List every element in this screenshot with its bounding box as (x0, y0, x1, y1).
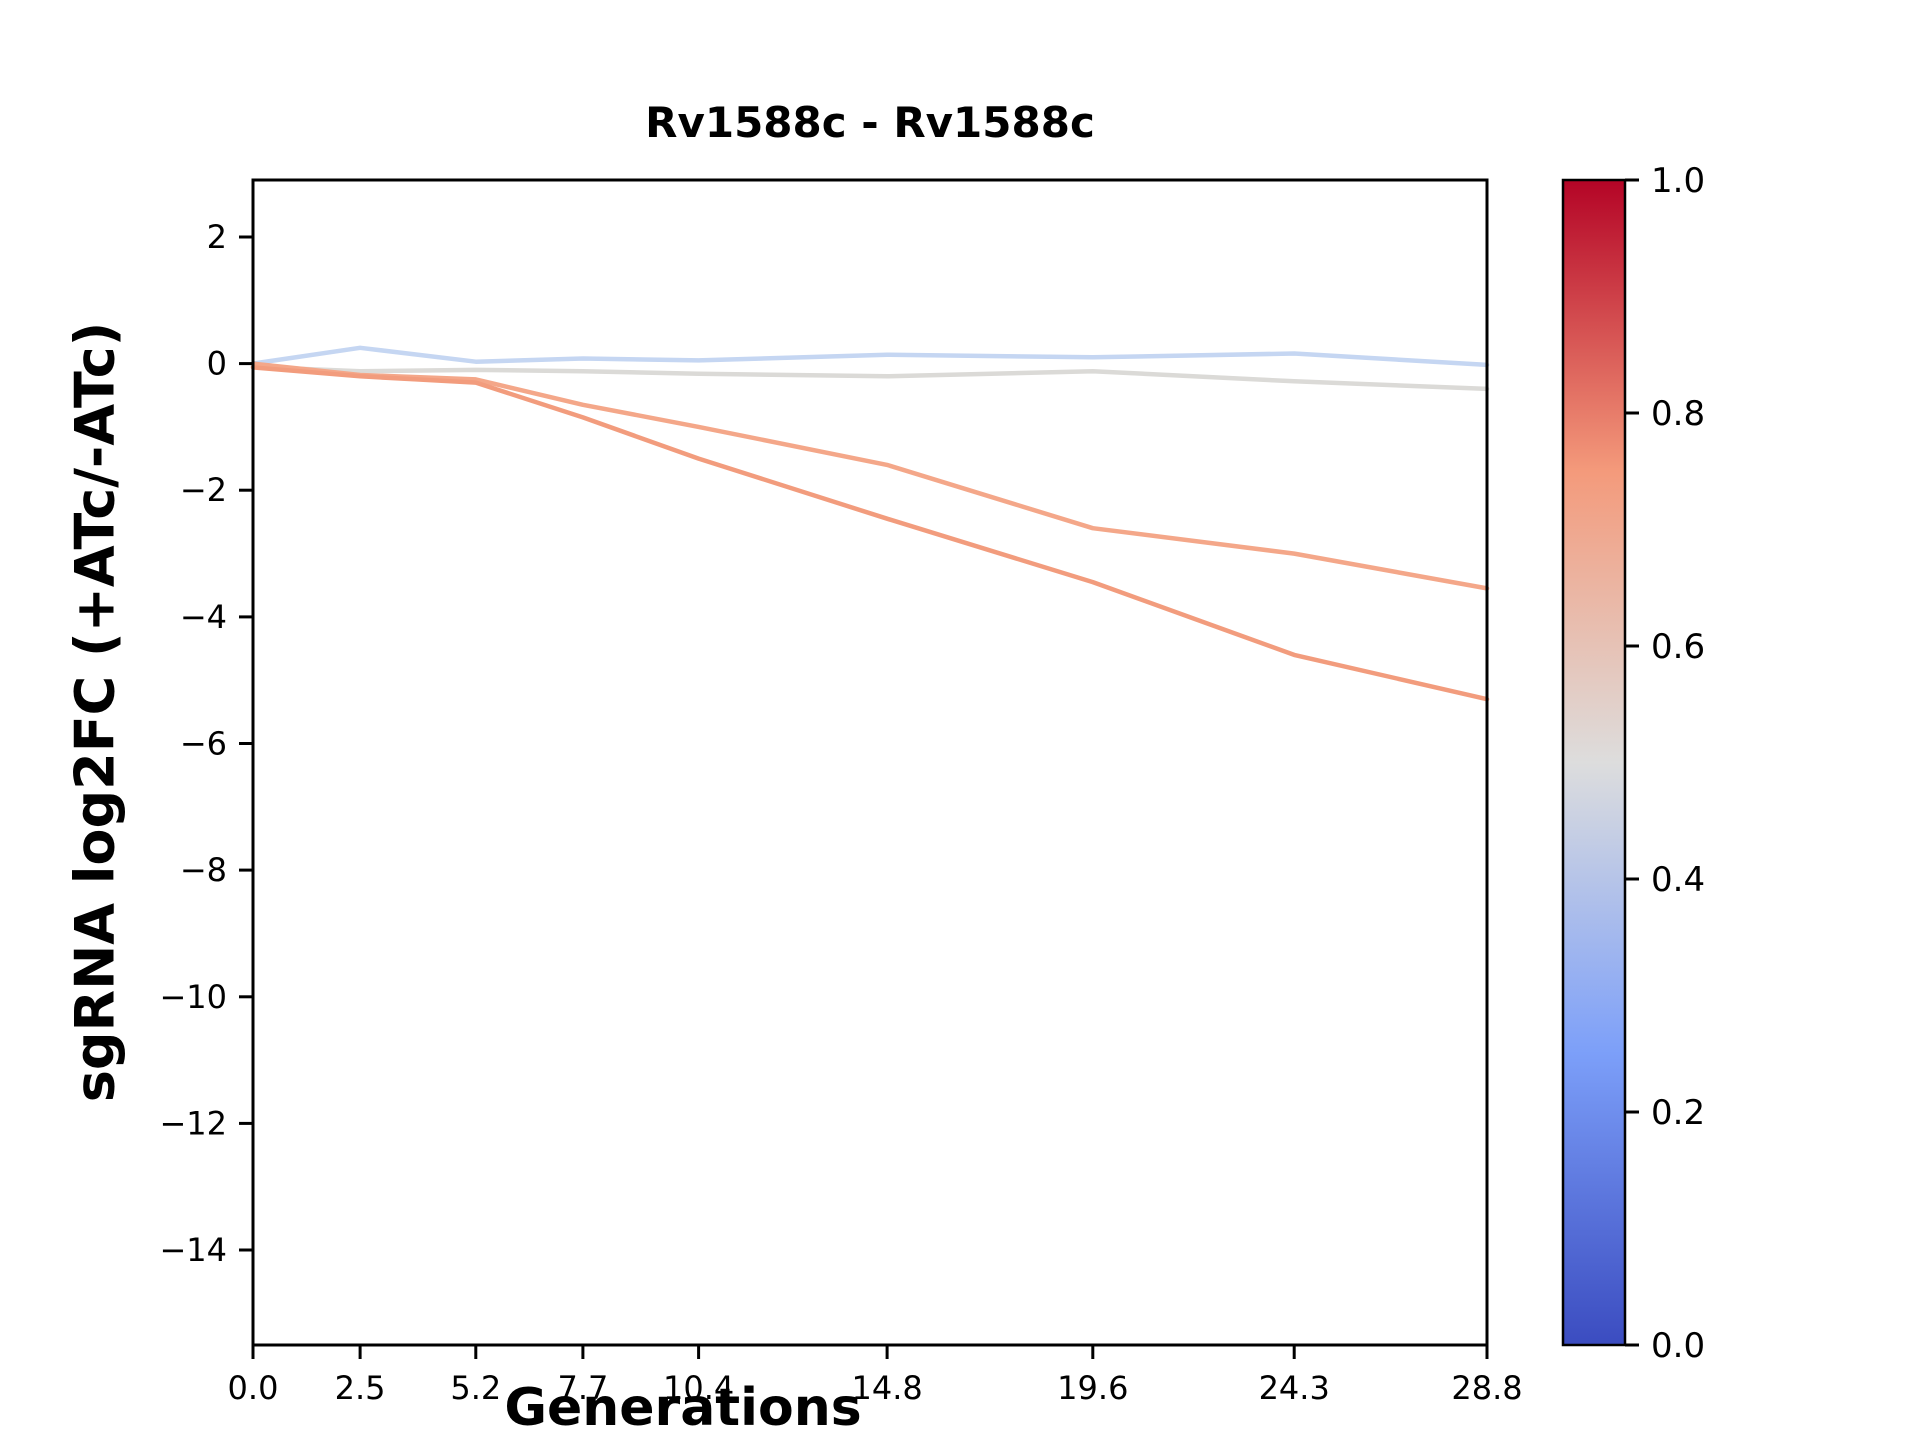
x-tick-label: 14.8 (851, 1369, 922, 1407)
y-tick-label: −14 (159, 1231, 227, 1269)
series-line-3 (250, 361, 1490, 591)
series-line-1 (250, 345, 1490, 368)
colorbar-tick-label: 0.2 (1651, 1093, 1705, 1133)
plot-border (251, 178, 1489, 1347)
x-axis-label: Generations (504, 1378, 862, 1438)
series-line-2 (250, 364, 1490, 392)
y-tick-label: −8 (180, 851, 227, 889)
colorbar-tick-label: 0.0 (1651, 1326, 1705, 1366)
y-tick-label: −12 (159, 1104, 227, 1142)
colorbar: 1.0 0.8 0.6 0.4 0.2 0.0 (1561, 161, 1705, 1366)
y-tick-label: 2 (207, 218, 227, 256)
x-tick-label: 0.0 (228, 1369, 279, 1407)
x-tick-label: 10.4 (663, 1369, 734, 1407)
x-axis-ticks: 0.0 2.5 5.2 7.7 10.4 14.8 19.6 24.3 28.8 (228, 1345, 1523, 1407)
y-axis-ticks: 2 0 −2 −4 −6 −8 −10 −12 −14 (159, 218, 253, 1269)
y-tick-label: 0 (207, 345, 227, 383)
x-tick-label: 28.8 (1451, 1369, 1522, 1407)
chart-title: Rv1588c - Rv1588c (645, 98, 1095, 147)
y-tick-label: −2 (180, 471, 227, 509)
y-tick-label: −4 (180, 598, 227, 636)
x-tick-label: 5.2 (450, 1369, 501, 1407)
colorbar-tick-label: 1.0 (1651, 161, 1705, 201)
colorbar-tick-label: 0.4 (1651, 860, 1705, 900)
y-tick-label: −6 (180, 725, 227, 763)
colorbar-gradient (1561, 178, 1627, 1347)
y-tick-label: −10 (159, 978, 227, 1016)
x-tick-label: 24.3 (1259, 1369, 1330, 1407)
colorbar-tick-label: 0.8 (1651, 394, 1705, 434)
x-tick-label: 7.7 (557, 1369, 608, 1407)
x-tick-label: 19.6 (1057, 1369, 1128, 1407)
series-lines (250, 345, 1490, 702)
colorbar-tick-label: 0.6 (1651, 627, 1705, 667)
series-line-4 (250, 365, 1490, 702)
x-tick-label: 2.5 (335, 1369, 386, 1407)
